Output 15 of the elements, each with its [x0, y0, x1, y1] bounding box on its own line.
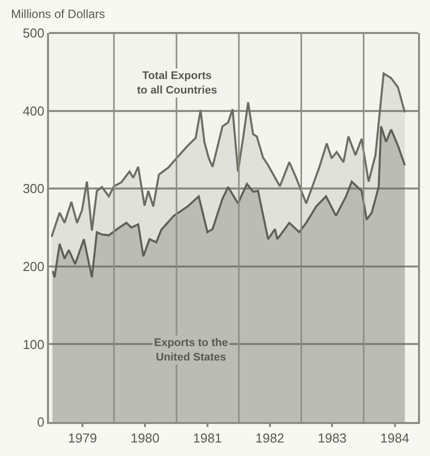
series-label: Total Exports to all Countries — [137, 70, 218, 96]
y-tick-label: 500 — [22, 26, 44, 41]
x-tick-label: 1981 — [192, 430, 222, 446]
y-tick-label: 0 — [37, 414, 44, 430]
series-label: Exports to the United States — [154, 337, 228, 364]
x-tick-label: 1979 — [68, 430, 97, 446]
y-tick-label: 100 — [22, 336, 44, 352]
y-tick-label: 400 — [22, 103, 44, 118]
x-tick-label: 1980 — [130, 430, 160, 446]
x-tick-label: 1982 — [255, 430, 284, 446]
x-tick-label: 1983 — [318, 430, 347, 446]
y-tick-label: 200 — [22, 258, 44, 274]
y-tick-label: 300 — [22, 181, 44, 196]
y-axis-title: Millions of Dollars — [11, 7, 106, 21]
x-tick-label: 1984 — [380, 430, 410, 446]
